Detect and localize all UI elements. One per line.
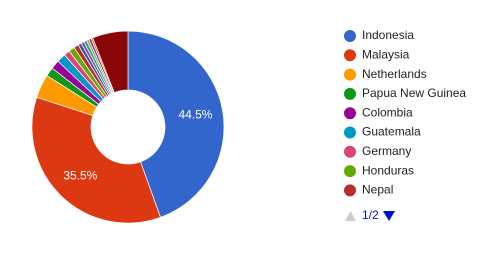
legend-label: Netherlands bbox=[362, 67, 427, 81]
slice bbox=[92, 30, 129, 94]
legend-swatch bbox=[344, 184, 356, 197]
legend-swatch bbox=[344, 165, 356, 178]
legend-label: Germany bbox=[362, 144, 411, 158]
legend-prev-page[interactable] bbox=[345, 211, 356, 221]
legend-label: Malaysia bbox=[362, 47, 410, 61]
legend-next-page[interactable] bbox=[383, 211, 395, 221]
legend-page-indicator: 1/2 bbox=[362, 208, 379, 222]
legend-swatch bbox=[344, 126, 356, 139]
legend-swatch bbox=[344, 145, 356, 158]
legend-label: Papua New Guinea bbox=[362, 86, 466, 100]
legend-swatch bbox=[344, 107, 356, 120]
slice bbox=[127, 30, 225, 218]
legend-swatch bbox=[344, 49, 356, 62]
legend-label: Honduras bbox=[362, 163, 414, 177]
slice-label: 35.5% bbox=[63, 168, 97, 182]
legend-swatch bbox=[344, 68, 356, 81]
legend-label: Colombia bbox=[362, 105, 413, 119]
legend-label: Indonesia bbox=[362, 28, 414, 42]
legend-label: Guatemala bbox=[362, 125, 421, 139]
legend-swatch bbox=[344, 30, 356, 42]
slice-label: 44.5% bbox=[178, 107, 212, 121]
slice bbox=[31, 96, 161, 224]
legend-label: Nepal bbox=[362, 183, 393, 197]
legend-swatch bbox=[344, 87, 356, 100]
